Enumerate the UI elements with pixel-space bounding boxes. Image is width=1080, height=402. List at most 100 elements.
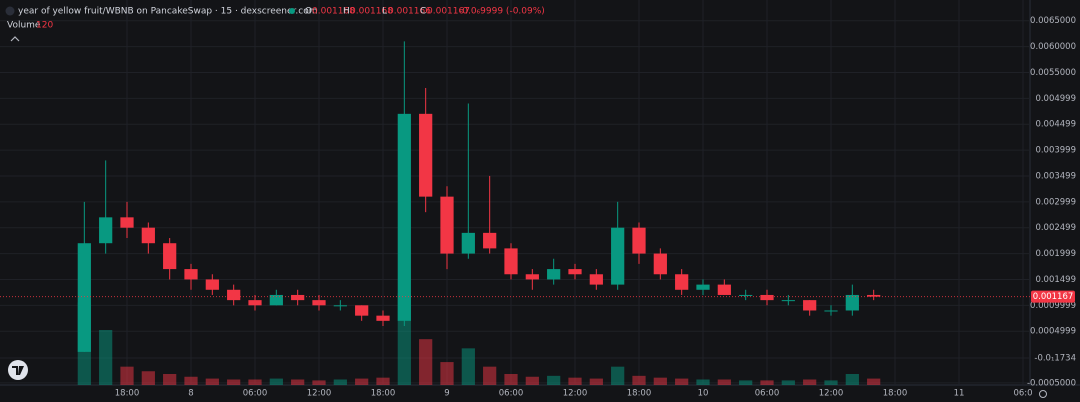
candle-body [184,269,198,280]
x-tick-label: 12:00 [819,389,844,399]
volume-bar [99,330,113,385]
volume-bar [269,378,283,385]
volume-bar [589,378,603,385]
y-tick-label: 0.001999 [1035,249,1076,259]
candle-body [504,248,518,275]
candle-body [461,232,475,254]
x-tick-label: 06:00 [499,389,524,399]
volume-bar [803,379,817,385]
candle-body [589,274,603,285]
candle-body [269,294,283,306]
x-tick-label: 9 [444,389,449,399]
candle-body [568,269,582,275]
volume-bar [824,380,838,385]
y-tick-label: 0.002999 [1035,197,1076,207]
candle-body [291,294,305,301]
volume-bar [739,380,753,385]
y-tick-label: 0.0009999 [1030,301,1076,311]
volume-bar [163,374,177,385]
volume-bar [525,376,539,385]
volume-bar [845,374,859,385]
volume-bar [504,374,518,385]
low-value: 0.001166 [388,7,431,17]
x-tick-label: 11 [954,389,965,399]
candle-body [547,269,561,280]
last-price-label: 0.001167 [1033,292,1074,302]
candle-body [397,113,411,321]
candle-body [376,315,390,321]
candle-body [803,300,817,311]
volume-bar [717,379,731,385]
x-tick-label: 10 [698,389,709,399]
candle-body [739,294,753,296]
settings-button[interactable] [1039,390,1047,398]
volume-bar [781,380,795,385]
y-tick-label: 0.0055000 [1030,68,1076,78]
volume-bar [547,375,561,385]
volume-bar [376,377,390,385]
volume-bar [568,377,582,385]
low-label: L [382,7,387,17]
last-price-box [1031,290,1075,303]
x-tick-label: 18:00 [627,389,652,399]
open-label: O [305,7,312,17]
volume-last: 120 [36,21,53,31]
candle-body [717,284,731,295]
change-value: -0.0₆9999 (-0.09%) [459,7,545,17]
volume-bar [227,379,241,385]
y-tick-label: -0.0005000 [1027,378,1076,388]
candle-body [355,305,369,316]
volume-bar [867,378,881,385]
candle-body [525,274,539,280]
volume-bar [483,366,497,385]
high-value: 0.001168 [350,7,393,17]
y-tick-label: 0.0065000 [1030,16,1076,26]
volume-bar [461,348,475,385]
x-tick-label: 06:00 [243,389,268,399]
x-tick-label: 18:00 [371,389,396,399]
candle-body [248,300,262,306]
volume-bar [205,378,219,385]
y-tick-label: 0.004999 [1035,94,1076,104]
close-value: 0.001167 [427,7,470,17]
candle-body [611,227,625,285]
close-label: C [420,7,426,17]
collapse-button[interactable] [10,36,20,42]
chart-title: year of yellow fruit/WBNB on PancakeSwap… [18,7,318,17]
tv-logo [8,360,28,380]
candle-body [824,310,838,312]
candle-body [483,232,497,249]
volume-bar [312,380,326,385]
volume-bar [141,371,155,385]
high-label: H [343,7,350,17]
volume-bar [419,339,433,385]
x-tick-label: 18:00 [883,389,908,399]
y-tick-label: 0.004499 [1035,120,1076,130]
candle-body [312,300,326,306]
volume-bar [760,380,774,385]
y-tick-label: 0.003499 [1035,171,1076,181]
volume-bar [440,362,454,385]
candle-body [141,227,155,244]
x-tick-label: 12:00 [307,389,332,399]
y-tick-label: 0.0060000 [1030,42,1076,52]
candle-body [653,253,667,275]
candle-body [333,305,347,307]
candle-body [205,279,219,290]
volume-bar [248,379,262,385]
volume-bar [333,379,347,385]
volume-bar [632,375,646,385]
candle-body [781,300,795,302]
candle-body [760,294,774,301]
volume-label: Volume [7,21,41,31]
volume-bar [653,377,667,385]
y-tick-label: 0.001499 [1035,275,1076,285]
volume-bar [120,366,134,385]
candle-body [120,217,134,228]
x-tick-label: 8 [188,389,193,399]
volume-bar [355,378,369,385]
x-tick-label: 06:0 [1013,389,1032,399]
candle-body [632,227,646,254]
